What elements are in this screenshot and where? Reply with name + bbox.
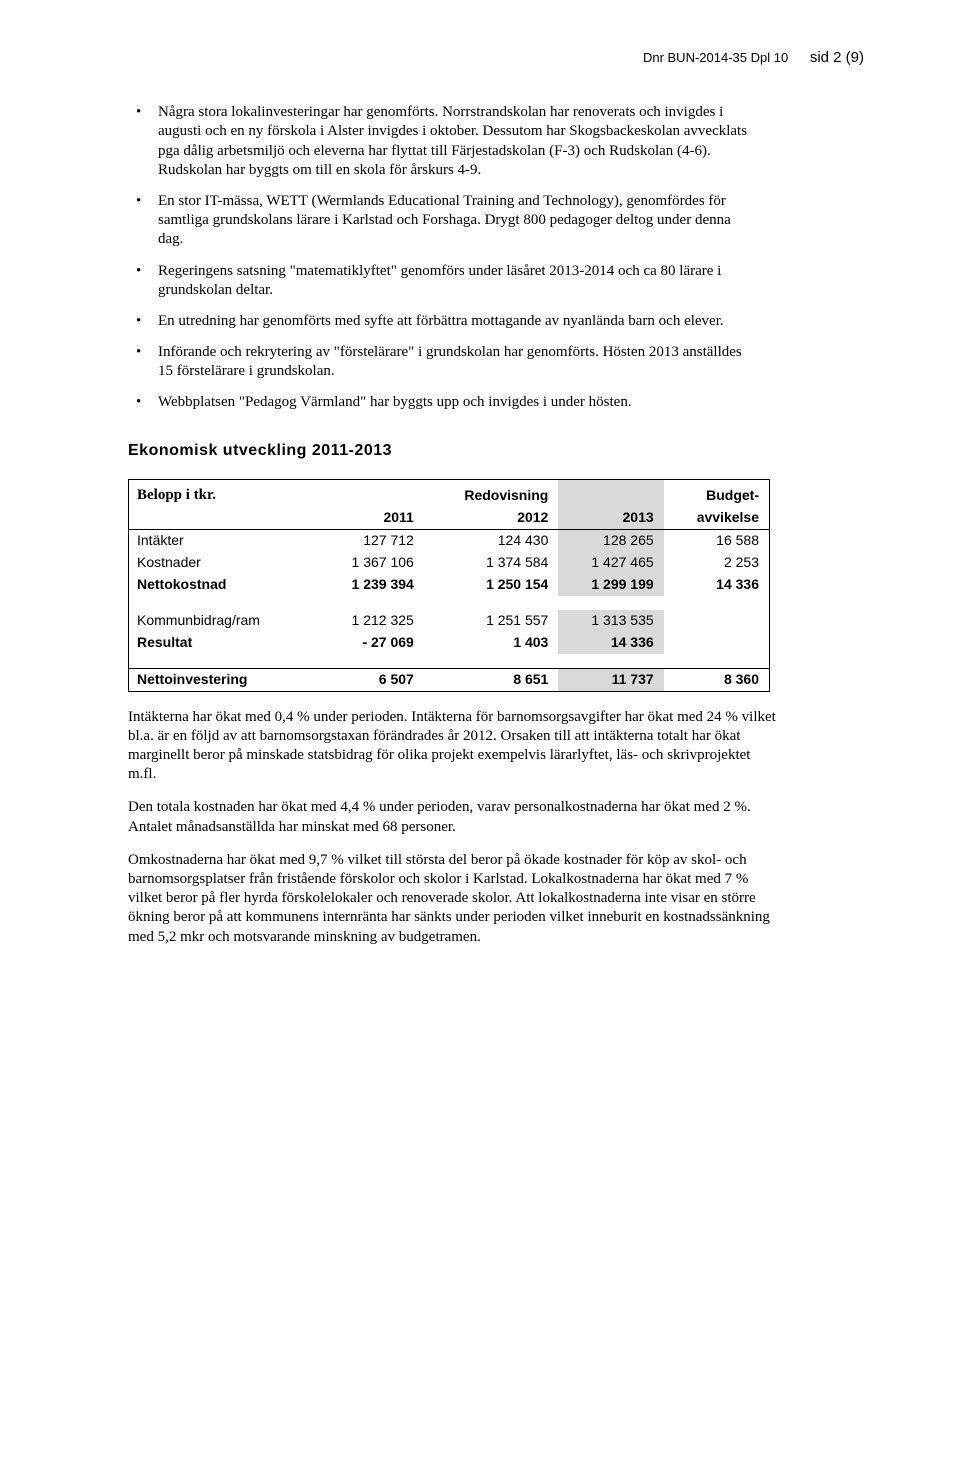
- section-heading: Ekonomisk utveckling 2011-2013: [128, 441, 864, 461]
- row-label: Nettokostnad: [129, 574, 319, 596]
- list-item: Regeringens satsning "matematiklyftet" g…: [128, 262, 748, 300]
- row-label: Kommunbidrag/ram: [129, 610, 319, 632]
- bullet-text: En stor IT-mässa, WETT (Wermlands Educat…: [158, 193, 731, 247]
- list-item: Införande och rekrytering av "förstelära…: [128, 343, 748, 381]
- list-item: En utredning har genomförts med syfte at…: [128, 312, 748, 331]
- cell: 14 336: [664, 574, 769, 596]
- row-label: Kostnader: [129, 552, 319, 574]
- cell: 1 251 557: [424, 610, 559, 632]
- doc-reference: Dnr BUN-2014-35 Dpl 10: [643, 50, 788, 65]
- row-label: Nettoinvestering: [129, 668, 319, 690]
- col-avvikelse: avvikelse: [664, 507, 769, 529]
- list-item: En stor IT-mässa, WETT (Wermlands Educat…: [128, 192, 748, 250]
- page-number: sid 2 (9): [810, 49, 864, 66]
- cell: 8 360: [664, 668, 769, 690]
- bullet-text: Införande och rekrytering av "förstelära…: [158, 344, 742, 379]
- cell: 128 265: [558, 530, 663, 552]
- cell: 1 212 325: [319, 610, 424, 632]
- cell: 1 299 199: [558, 574, 663, 596]
- cell: 16 588: [664, 530, 769, 552]
- row-label: Intäkter: [129, 530, 319, 552]
- cell: 1 367 106: [319, 552, 424, 574]
- list-item: Webbplatsen "Pedagog Värmland" har byggt…: [128, 393, 748, 412]
- cell: [664, 610, 769, 632]
- cell: 11 737: [558, 668, 663, 690]
- table-caption-left: Belopp i tkr.: [129, 480, 319, 507]
- cell: - 27 069: [319, 632, 424, 654]
- bullet-text: Några stora lokalinvesteringar har genom…: [158, 104, 747, 178]
- table-caption-mid: Redovisning: [424, 480, 559, 507]
- cell: 1 427 465: [558, 552, 663, 574]
- cell: 6 507: [319, 668, 424, 690]
- col-year-2: 2012: [424, 507, 559, 529]
- cell: 124 430: [424, 530, 559, 552]
- bullet-list: Några stora lokalinvesteringar har genom…: [128, 103, 748, 412]
- cell: 1 374 584: [424, 552, 559, 574]
- finance-table: Belopp i tkr. Redovisning Budget- 2011 2…: [128, 479, 770, 692]
- row-label: Resultat: [129, 632, 319, 654]
- body-paragraph: Omkostnaderna har ökat med 9,7 % vilket …: [128, 851, 778, 947]
- bullet-text: En utredning har genomförts med syfte at…: [158, 313, 724, 329]
- cell: 1 403: [424, 632, 559, 654]
- col-year-3: 2013: [558, 507, 663, 529]
- cell: 2 253: [664, 552, 769, 574]
- col-year-1: 2011: [319, 507, 424, 529]
- cell: 1 313 535: [558, 610, 663, 632]
- cell: 127 712: [319, 530, 424, 552]
- body-paragraph: Den totala kostnaden har ökat med 4,4 % …: [128, 798, 778, 836]
- body-paragraph: Intäkterna har ökat med 0,4 % under peri…: [128, 708, 778, 785]
- cell: 14 336: [558, 632, 663, 654]
- cell: 1 239 394: [319, 574, 424, 596]
- page-header: Dnr BUN-2014-35 Dpl 10 sid 2 (9): [128, 48, 864, 67]
- cell: [664, 632, 769, 654]
- bullet-text: Regeringens satsning "matematiklyftet" g…: [158, 263, 721, 298]
- list-item: Några stora lokalinvesteringar har genom…: [128, 103, 748, 180]
- cell: 8 651: [424, 668, 559, 690]
- bullet-text: Webbplatsen "Pedagog Värmland" har byggt…: [158, 394, 632, 410]
- table-caption-right: Budget-: [664, 480, 769, 507]
- cell: 1 250 154: [424, 574, 559, 596]
